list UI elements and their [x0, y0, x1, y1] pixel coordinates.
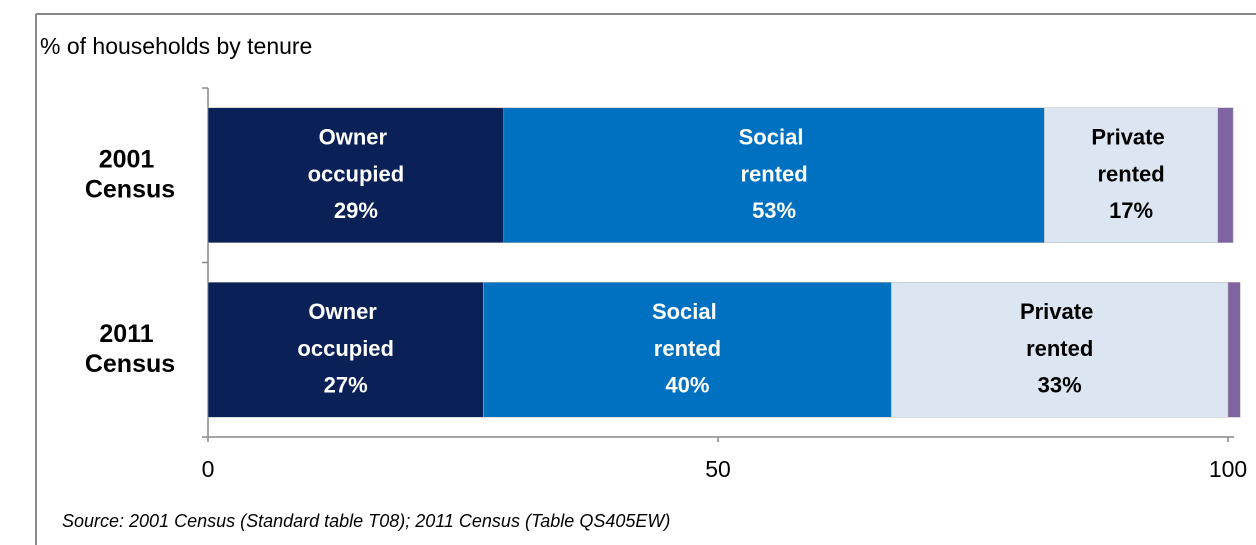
x-tick-label: 100: [1209, 456, 1247, 482]
chart-title: % of households by tenure: [40, 33, 312, 59]
value-label: 17%: [1109, 198, 1153, 223]
category-label: 2011 Census: [85, 319, 175, 377]
value-label: 40%: [665, 373, 709, 398]
bar-segment: [483, 282, 892, 418]
segment-name: Private rented: [1020, 299, 1100, 361]
bar-segment: [1044, 107, 1219, 243]
segment-name: Owner occupied: [297, 299, 394, 361]
bar-segment: [207, 107, 505, 243]
value-label: 27%: [324, 373, 368, 398]
segment-name: Owner occupied: [308, 124, 405, 186]
bar-segment: [207, 282, 484, 418]
bar-segment: [891, 282, 1229, 418]
x-tick-label: 0: [202, 456, 215, 482]
bar-segment: [503, 107, 1045, 243]
segment-name: Private rented: [1091, 124, 1171, 186]
category-label: 2001 Census: [85, 145, 175, 203]
value-label: 53%: [752, 198, 796, 223]
bar-segment: [1227, 282, 1241, 418]
x-tick-label: 50: [705, 456, 731, 482]
segment-name: Social rented: [739, 124, 810, 186]
value-label: 29%: [334, 198, 378, 223]
bar-segment: [1217, 107, 1234, 243]
value-label: 33%: [1038, 373, 1082, 398]
source-note: Source: 2001 Census (Standard table T08)…: [62, 511, 670, 531]
segment-name: Social rented: [652, 299, 723, 361]
